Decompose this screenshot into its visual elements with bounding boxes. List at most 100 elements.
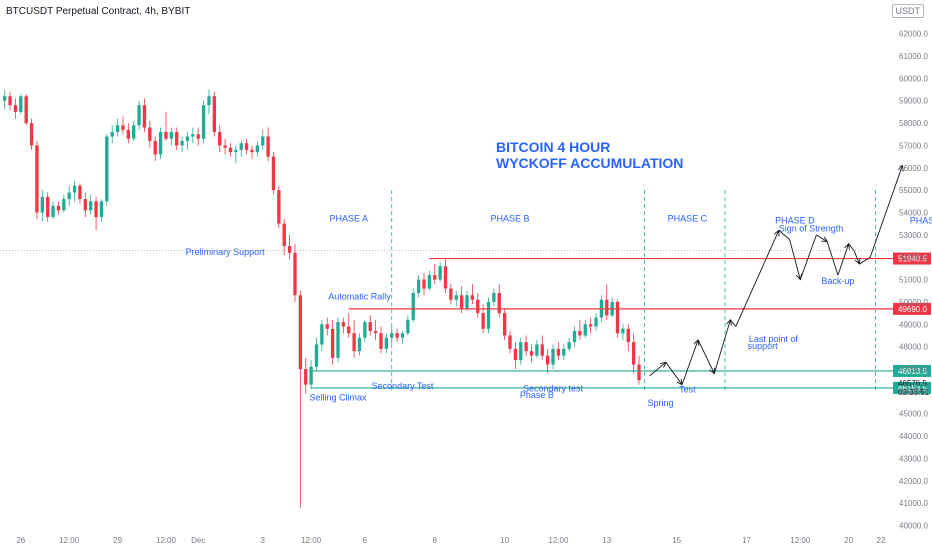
price-tick-label: 49000.0	[899, 320, 928, 329]
price-tick-label: 61000.0	[899, 52, 928, 61]
candle-body	[341, 322, 346, 327]
candle-body	[363, 322, 367, 338]
time-tick-label: 12:00	[301, 536, 322, 545]
candle-body	[185, 136, 190, 141]
candle-body	[637, 364, 641, 381]
time-tick-label: 17	[742, 536, 751, 545]
projection-segment	[778, 230, 790, 240]
wyckoff-annotation: Sign of Strength	[779, 224, 844, 234]
time-tick-label: 12:00	[790, 536, 811, 545]
candle-body	[234, 149, 238, 153]
candle-body	[438, 266, 442, 280]
time-tick-label: 12:00	[156, 536, 177, 545]
candle-body	[443, 266, 448, 289]
candle-body	[336, 322, 340, 358]
time-tick-label: 15	[672, 536, 681, 545]
wyckoff-annotation: support	[748, 341, 779, 351]
price-tick-label: 47000.0	[899, 365, 928, 374]
projection-segment	[730, 319, 737, 327]
candle-body	[137, 105, 141, 126]
wyckoff-annotation: Last point of	[749, 334, 799, 344]
projection-segment	[869, 166, 902, 258]
candle-body	[142, 105, 147, 128]
candle-body	[271, 156, 276, 191]
candle-body	[390, 333, 394, 338]
time-tick-label: 13	[602, 536, 611, 545]
candle-body	[298, 295, 303, 370]
price-tick-label: 48000.0	[899, 343, 928, 352]
candle-body	[261, 136, 265, 146]
candle-body	[239, 143, 243, 150]
candle-body	[51, 205, 55, 217]
candle-body	[567, 342, 571, 349]
price-tick-label: 57000.0	[899, 141, 928, 150]
candle-body	[148, 127, 152, 141]
candle-body	[330, 328, 335, 358]
price-tick-label: 58000.0	[899, 119, 928, 128]
candle-body	[169, 132, 174, 139]
phase-label: PHASE E	[910, 216, 932, 226]
candle-body	[218, 132, 222, 146]
price-tick-label: 46000.0	[899, 387, 928, 396]
time-tick-label: 12:00	[59, 536, 80, 545]
projection-segment	[816, 234, 827, 242]
chart-subtitle: WYCKOFF ACCUMULATION	[496, 155, 683, 171]
chart-symbol-title: BTCUSDT Perpetual Contract, 4h, BYBIT	[6, 6, 191, 17]
candle-body	[121, 125, 125, 130]
wyckoff-annotation: Spring	[648, 398, 674, 408]
candle-body	[406, 319, 410, 334]
candle-body	[519, 342, 523, 361]
candle-body	[158, 132, 163, 155]
candle-body	[191, 134, 195, 137]
candle-body	[578, 331, 582, 336]
candle-body	[282, 223, 286, 247]
candle-body	[427, 275, 432, 289]
candle-body	[492, 293, 496, 302]
candle-body	[551, 348, 555, 365]
candle-body	[583, 324, 587, 336]
candle-body	[99, 201, 104, 217]
projection-path	[649, 166, 903, 385]
candle-body	[35, 145, 39, 213]
candle-body	[56, 205, 61, 211]
resistance-top-price-label: 51940.5	[898, 255, 927, 264]
candle-body	[287, 246, 292, 253]
candle-body	[293, 252, 297, 296]
candle-body	[481, 313, 485, 329]
currency-badge[interactable]: USDT	[891, 4, 924, 18]
candle-body	[153, 140, 157, 155]
support-bottom-price-label: 46153.5	[898, 384, 927, 393]
time-tick-label: 8	[433, 536, 438, 545]
projection-segment	[859, 256, 871, 265]
candle-body	[201, 105, 206, 139]
price-tick-label: 41000.0	[899, 499, 928, 508]
candle-body	[502, 313, 507, 336]
annotations: PHASE A PHASE B PHASE C PHASE D PHASE E Preli…	[186, 213, 932, 407]
candle-body	[244, 143, 249, 150]
projection-segment	[826, 241, 839, 276]
candle-body	[132, 125, 136, 139]
price-tick-label: 51000.0	[899, 276, 928, 285]
time-tick-label: 10	[500, 536, 509, 545]
candle-body	[529, 351, 534, 356]
projection-segment	[697, 339, 714, 374]
candle-body	[470, 295, 475, 300]
resistance-top-price-tag	[893, 252, 931, 265]
time-tick-label: 22	[877, 536, 886, 545]
candle-body	[594, 317, 598, 327]
candle-body	[513, 348, 518, 361]
candle-body	[605, 299, 609, 316]
candle-body	[545, 355, 550, 365]
candle-body	[67, 192, 71, 200]
candle-body	[476, 299, 480, 314]
candle-body	[352, 333, 356, 352]
phase-label: PHASE D	[775, 216, 815, 226]
candle-body	[223, 145, 227, 148]
price-tick-label: 62000.0	[899, 30, 928, 39]
projection-segment	[649, 362, 666, 377]
time-tick-label: 29	[113, 536, 122, 545]
time-tick-label: 26	[16, 536, 25, 545]
projection-segment	[853, 250, 859, 264]
candle-body	[459, 295, 464, 309]
